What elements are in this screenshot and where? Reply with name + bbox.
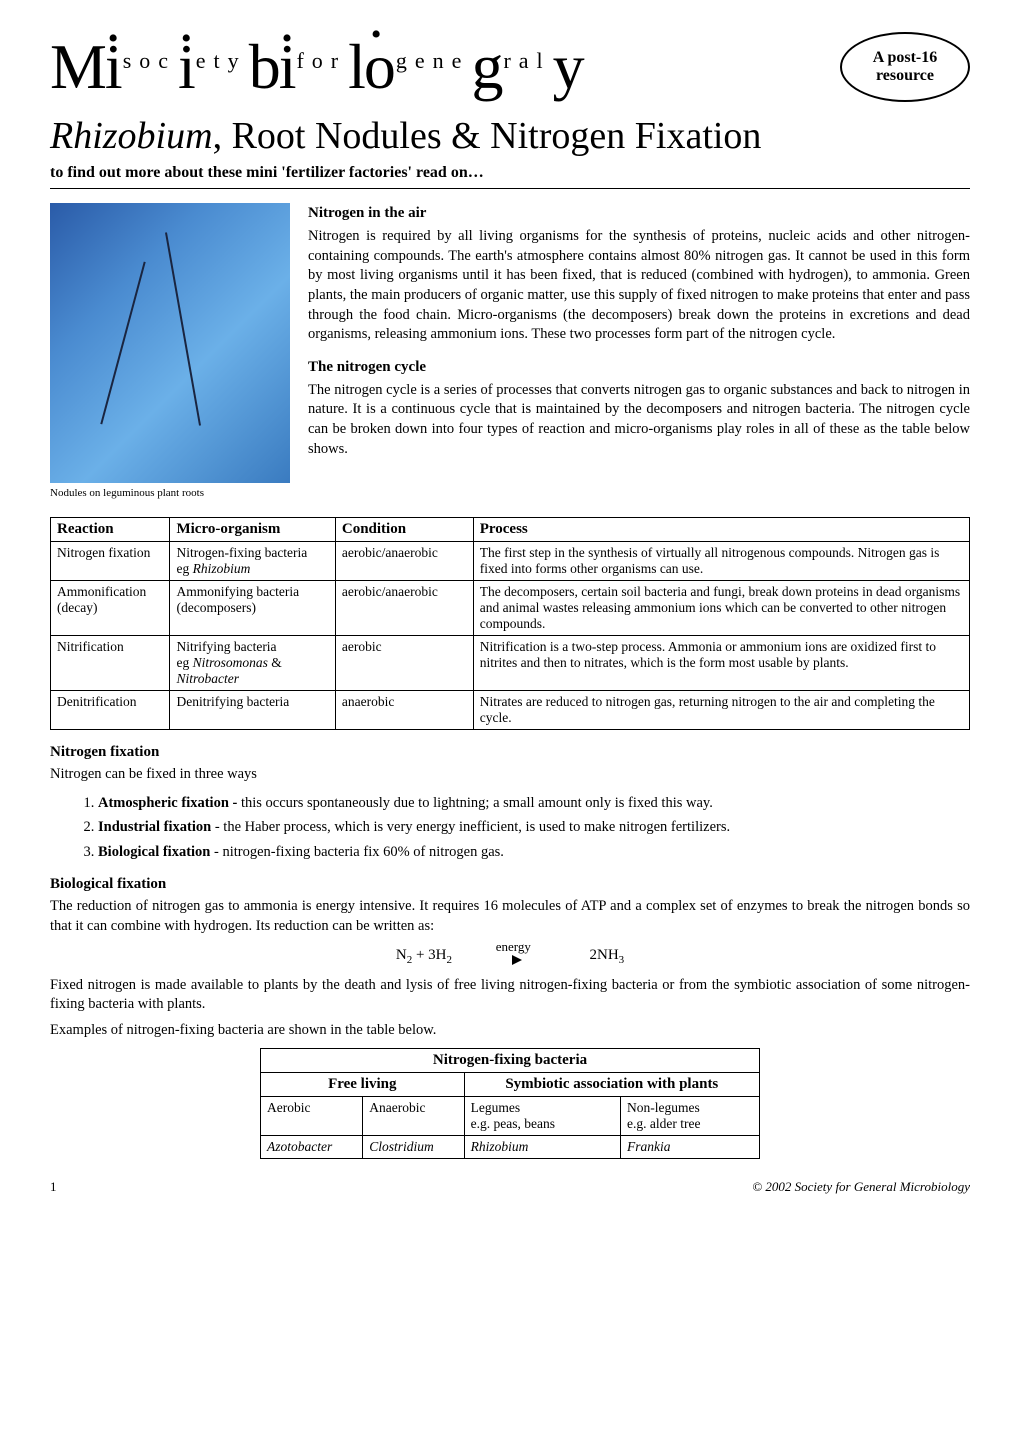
equation: N2 + 3H2 energy 2NH3 (50, 947, 970, 966)
cell: Aerobic (261, 1097, 363, 1136)
badge-line1: A post-16 (873, 49, 937, 66)
subtitle: to find out more about these mini 'ferti… (50, 164, 970, 182)
list-item: Industrial fixation - the Haber process,… (98, 815, 970, 840)
cell-micro: Ammonifying bacteria (decomposers) (170, 581, 335, 636)
table-row: Aerobic Anaerobic Legumese.g. peas, bean… (261, 1097, 760, 1136)
page-number: 1 (50, 1179, 57, 1195)
divider (50, 188, 970, 189)
heading-nitrogen-fixation: Nitrogen fixation (50, 744, 970, 761)
cell: Rhizobium (464, 1136, 620, 1159)
nf-intro: Nitrogen can be fixed in three ways (50, 765, 970, 785)
list-item: Biological fixation - nitrogen-fixing ba… (98, 840, 970, 865)
eq-right: 2NH3 (589, 947, 624, 963)
cell: Anaerobic (363, 1097, 464, 1136)
table-row: Azotobacter Clostridium Rhizobium Franki… (261, 1136, 760, 1159)
heading-nitrogen-cycle: The nitrogen cycle (308, 357, 970, 377)
th-condition: Condition (335, 518, 473, 542)
table-row: Denitrification Denitrifying bacteria an… (51, 691, 970, 730)
cell-reaction: Ammonification (decay) (51, 581, 170, 636)
cycle-table: Reaction Micro-organism Condition Proces… (50, 517, 970, 730)
eq-label: energy (496, 939, 531, 955)
nfb-symbiotic: Symbiotic association with plants (464, 1073, 759, 1097)
cell-reaction: Nitrogen fixation (51, 542, 170, 581)
badge-line2: resource (876, 67, 934, 84)
table-row: Nitrogen fixation Nitrogen-fixing bacter… (51, 542, 970, 581)
cell-condition: anaerobic (335, 691, 473, 730)
bf-body3: Examples of nitrogen-fixing bacteria are… (50, 1021, 970, 1041)
cell-process: The first step in the synthesis of virtu… (473, 542, 969, 581)
main-title: Rhizobium, Root Nodules & Nitrogen Fixat… (50, 114, 970, 158)
cell-process: The decomposers, certain soil bacteria a… (473, 581, 969, 636)
image-column: Nodules on leguminous plant roots (50, 203, 290, 507)
cell: Legumese.g. peas, beans (464, 1097, 620, 1136)
title-rest: , Root Nodules & Nitrogen Fixation (213, 115, 762, 157)
logo: Mi•soci•etybi•forlo•genegraly (50, 30, 583, 104)
bf-body2: Fixed nitrogen is made available to plan… (50, 976, 970, 1015)
nfb-title: Nitrogen-fixing bacteria (261, 1049, 760, 1073)
cell-micro: Nitrifying bacteriaeg Nitrosomonas & Nit… (170, 636, 335, 691)
cell-micro: Denitrifying bacteria (170, 691, 335, 730)
bf-body1: The reduction of nitrogen gas to ammonia… (50, 897, 970, 936)
title-italic: Rhizobium (50, 115, 213, 157)
fixation-list: Atmospheric fixation - this occurs spont… (98, 791, 970, 865)
cell-condition: aerobic/anaerobic (335, 581, 473, 636)
cell-reaction: Denitrification (51, 691, 170, 730)
image-caption: Nodules on leguminous plant roots (50, 487, 290, 499)
footer: 1 © 2002 Society for General Microbiolog… (50, 1179, 970, 1195)
cell-process: Nitrates are reduced to nitrogen gas, re… (473, 691, 969, 730)
th-process: Process (473, 518, 969, 542)
heading-biological-fixation: Biological fixation (50, 876, 970, 893)
resource-badge: A post-16 resource (840, 32, 970, 102)
cell: Frankia (621, 1136, 760, 1159)
th-micro: Micro-organism (170, 518, 335, 542)
nfb-free: Free living (261, 1073, 465, 1097)
intro-block: Nodules on leguminous plant roots Nitrog… (50, 203, 970, 507)
table-header-row: Reaction Micro-organism Condition Proces… (51, 518, 970, 542)
cell: Non-legumese.g. alder tree (621, 1097, 760, 1136)
list-item: Atmospheric fixation - this occurs spont… (98, 791, 970, 816)
copyright: © 2002 Society for General Microbiology (752, 1179, 970, 1195)
cell: Azotobacter (261, 1136, 363, 1159)
cell-process: Nitrification is a two-step process. Amm… (473, 636, 969, 691)
cell-reaction: Nitrification (51, 636, 170, 691)
th-reaction: Reaction (51, 518, 170, 542)
nodule-image (50, 203, 290, 483)
cell-micro: Nitrogen-fixing bacteriaeg Rhizobium (170, 542, 335, 581)
heading-nitrogen-air: Nitrogen in the air (308, 203, 970, 223)
cell: Clostridium (363, 1136, 464, 1159)
table-row: Nitrification Nitrifying bacteriaeg Nitr… (51, 636, 970, 691)
table-row: Ammonification (decay) Ammonifying bacte… (51, 581, 970, 636)
intro-text: Nitrogen in the air Nitrogen is required… (308, 203, 970, 507)
cell-condition: aerobic (335, 636, 473, 691)
cell-condition: aerobic/anaerobic (335, 542, 473, 581)
eq-left: N2 + 3H2 (396, 947, 452, 963)
body-nitrogen-air: Nitrogen is required by all living organ… (308, 227, 970, 344)
nfb-table: Nitrogen-fixing bacteria Free living Sym… (260, 1048, 760, 1159)
header-row: Mi•soci•etybi•forlo•genegraly A post-16 … (50, 30, 970, 104)
body-nitrogen-cycle: The nitrogen cycle is a series of proces… (308, 381, 970, 459)
